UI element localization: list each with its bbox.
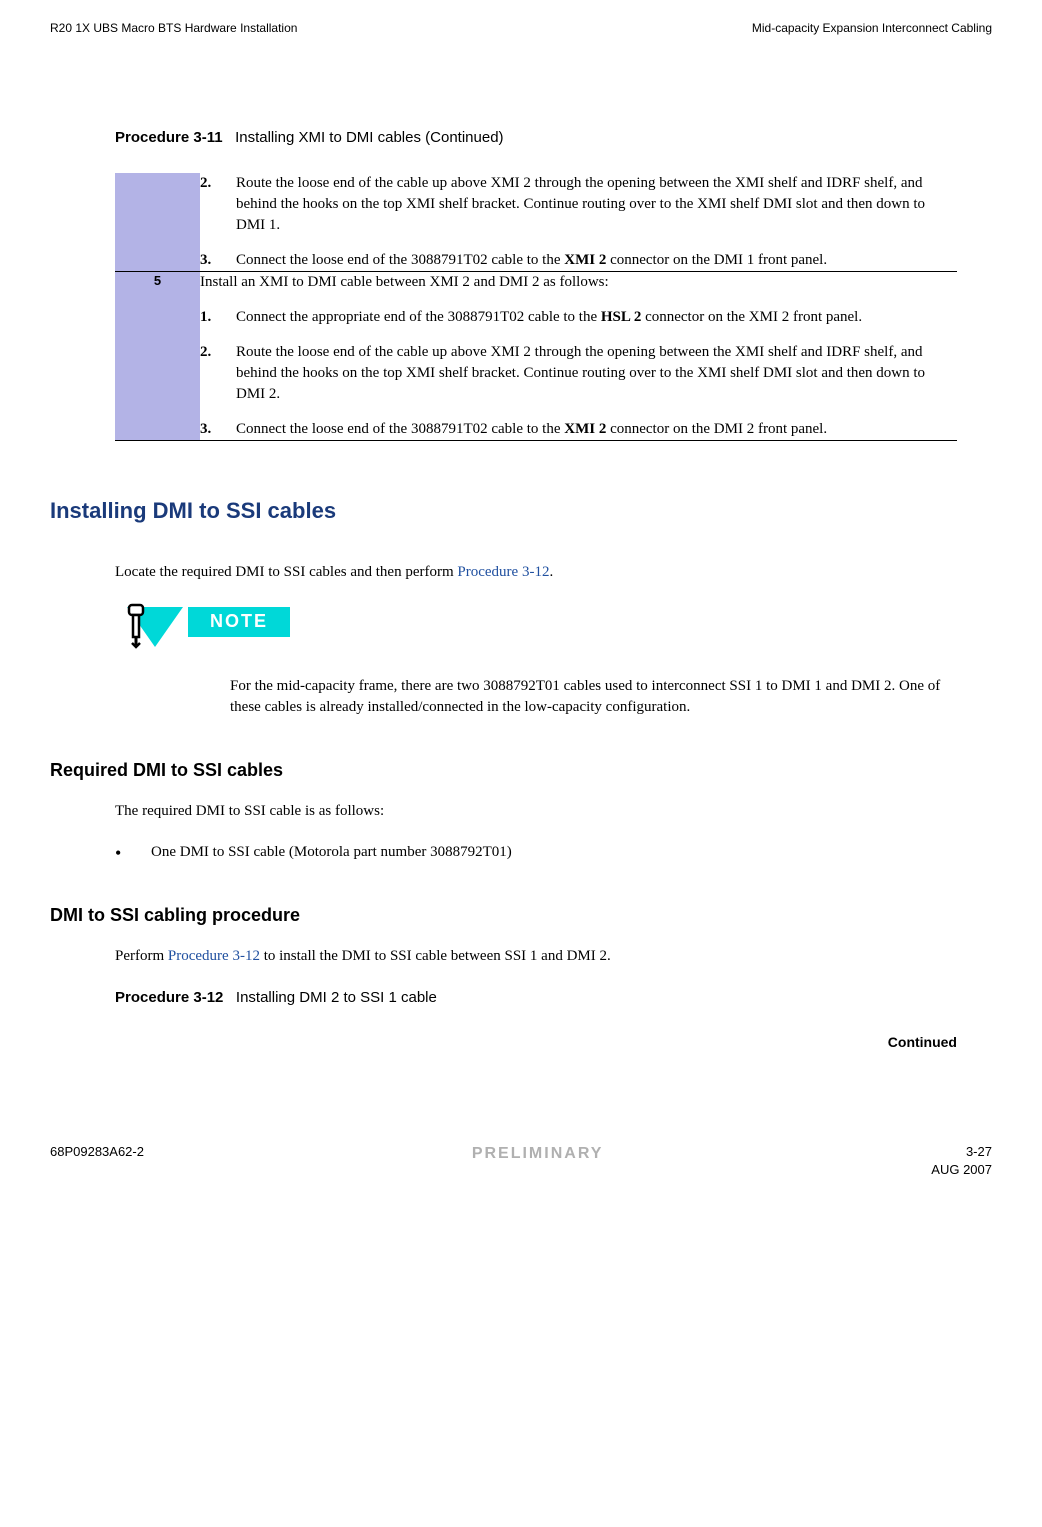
subsection-heading: DMI to SSI cabling procedure xyxy=(50,903,992,928)
bold-term: XMI 2 xyxy=(564,252,606,268)
page-header: R20 1X UBS Macro BTS Hardware Installati… xyxy=(50,20,992,37)
table-row: 2. Route the loose end of the cable up a… xyxy=(115,173,957,272)
step-content-cell: 2. Route the loose end of the cable up a… xyxy=(200,173,957,272)
substep-text: Route the loose end of the cable up abov… xyxy=(236,342,957,405)
intro-text-after: to install the DMI to SSI cable between … xyxy=(260,948,611,964)
substep-text-after: connector on the XMI 2 front panel. xyxy=(641,309,862,325)
required-intro: The required DMI to SSI cable is as foll… xyxy=(115,801,957,822)
page-footer: 68P09283A62-2 PRELIMINARY 3-27 AUG 2007 xyxy=(50,1143,992,1179)
footer-left: 68P09283A62-2 xyxy=(50,1143,144,1179)
section-intro: Locate the required DMI to SSI cables an… xyxy=(115,562,957,583)
bold-term: HSL 2 xyxy=(601,309,641,325)
bullet-marker: • xyxy=(115,842,151,863)
procedure-311-caption: Installing XMI to DMI cables (Continued) xyxy=(235,129,503,146)
substep-text: Route the loose end of the cable up abov… xyxy=(236,173,957,236)
substep-number: 2. xyxy=(200,173,236,236)
step-number-cell: 5 xyxy=(115,271,200,440)
note-icon xyxy=(115,603,190,658)
intro-text-before: Locate the required DMI to SSI cables an… xyxy=(115,564,457,580)
substep: 3. Connect the loose end of the 3088791T… xyxy=(200,419,957,440)
procedure-312-caption: Installing DMI 2 to SSI 1 cable xyxy=(236,989,437,1006)
intro-text-after: . xyxy=(549,564,553,580)
header-right: Mid-capacity Expansion Interconnect Cabl… xyxy=(752,20,992,37)
substep: 3. Connect the loose end of the 3088791T… xyxy=(200,250,957,271)
procedure-312-number: Procedure 3-12 xyxy=(115,989,223,1006)
substep-text-before: Connect the loose end of the 3088791T02 … xyxy=(236,421,564,437)
substep-text-before: Connect the loose end of the 3088791T02 … xyxy=(236,252,564,268)
substep-text-after: connector on the DMI 2 front panel. xyxy=(606,421,827,437)
procedure-311-number: Procedure 3-11 xyxy=(115,129,223,146)
substep-text: Connect the appropriate end of the 30887… xyxy=(236,307,957,328)
bullet-list: • One DMI to SSI cable (Motorola part nu… xyxy=(115,842,957,863)
note-text: For the mid-capacity frame, there are tw… xyxy=(230,676,957,718)
continued-label: Continued xyxy=(50,1033,957,1053)
procedure-link[interactable]: Procedure 3-12 xyxy=(457,564,549,580)
note-badge: NOTE xyxy=(188,607,290,637)
procedure-311-title: Procedure 3-11 Installing XMI to DMI cab… xyxy=(115,127,992,148)
substep: 2. Route the loose end of the cable up a… xyxy=(200,173,957,236)
substep-text-after: connector on the DMI 1 front panel. xyxy=(606,252,827,268)
substep-number: 1. xyxy=(200,307,236,328)
procedure-311-table: 2. Route the loose end of the cable up a… xyxy=(115,173,957,441)
footer-date: AUG 2007 xyxy=(931,1161,992,1179)
footer-center: PRELIMINARY xyxy=(472,1143,604,1179)
step-number-cell xyxy=(115,173,200,272)
substep-number: 3. xyxy=(200,250,236,271)
substep-text: Connect the loose end of the 3088791T02 … xyxy=(236,419,957,440)
header-left: R20 1X UBS Macro BTS Hardware Installati… xyxy=(50,20,297,37)
table-row: 5 Install an XMI to DMI cable between XM… xyxy=(115,271,957,440)
note-header: NOTE xyxy=(115,603,957,658)
bullet-text: One DMI to SSI cable (Motorola part numb… xyxy=(151,842,957,863)
procedure-312-title: Procedure 3-12 Installing DMI 2 to SSI 1… xyxy=(115,987,992,1008)
step-content-cell: Install an XMI to DMI cable between XMI … xyxy=(200,271,957,440)
subsection-heading: Required DMI to SSI cables xyxy=(50,758,992,783)
bold-term: XMI 2 xyxy=(564,421,606,437)
footer-right: 3-27 AUG 2007 xyxy=(931,1143,992,1179)
substep: 2. Route the loose end of the cable up a… xyxy=(200,342,957,405)
intro-text-before: Perform xyxy=(115,948,168,964)
substep-text: Connect the loose end of the 3088791T02 … xyxy=(236,250,957,271)
procedure-link[interactable]: Procedure 3-12 xyxy=(168,948,260,964)
substep-number: 3. xyxy=(200,419,236,440)
list-item: • One DMI to SSI cable (Motorola part nu… xyxy=(115,842,957,863)
substep: 1. Connect the appropriate end of the 30… xyxy=(200,307,957,328)
step-intro: Install an XMI to DMI cable between XMI … xyxy=(200,272,957,293)
cabling-intro: Perform Procedure 3-12 to install the DM… xyxy=(115,946,957,967)
footer-page-number: 3-27 xyxy=(931,1143,992,1161)
section-heading: Installing DMI to SSI cables xyxy=(50,496,992,527)
note-block: NOTE For the mid-capacity frame, there a… xyxy=(115,603,957,718)
substep-text-before: Connect the appropriate end of the 30887… xyxy=(236,309,601,325)
substep-number: 2. xyxy=(200,342,236,405)
